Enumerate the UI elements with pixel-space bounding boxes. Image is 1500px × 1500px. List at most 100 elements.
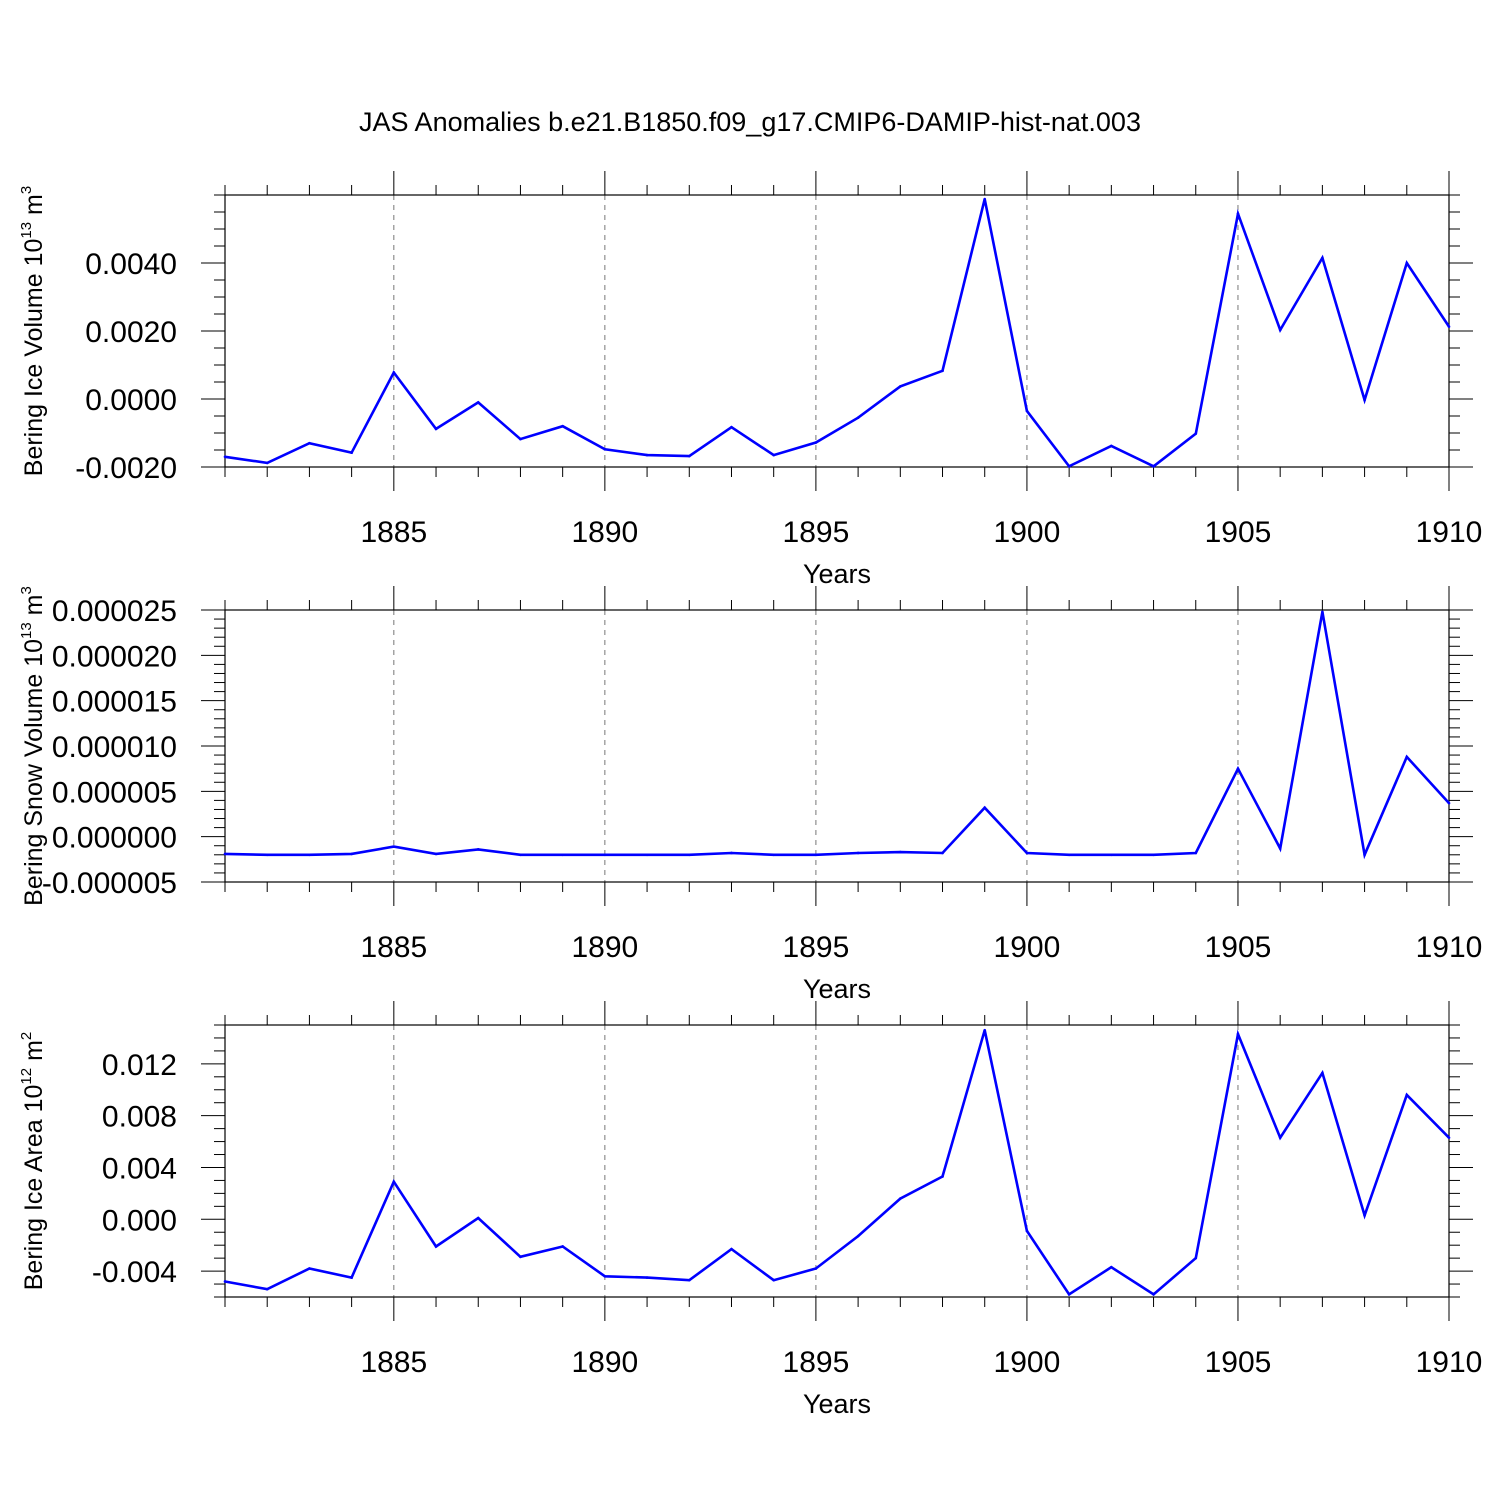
data-point bbox=[687, 1278, 691, 1282]
y-tick-label: -0.000005 bbox=[42, 867, 177, 900]
data-point bbox=[1321, 256, 1324, 260]
data-point bbox=[1152, 1293, 1155, 1296]
data-point bbox=[645, 1276, 649, 1279]
x-tick-label: 1895 bbox=[783, 931, 850, 964]
x-tick-label: 1910 bbox=[1416, 1346, 1483, 1379]
data-point bbox=[561, 853, 564, 857]
panel-1: 1885 1890 1895 1900 1905 1910 -0.0020 0.0000 0.0… bbox=[18, 171, 1482, 589]
y-axis-title-exponent: 13 bbox=[18, 222, 35, 239]
y-axis-title-unit: m bbox=[20, 194, 48, 222]
data-point bbox=[772, 853, 775, 857]
data-point bbox=[1363, 853, 1366, 857]
data-point bbox=[1447, 325, 1451, 328]
data-point bbox=[223, 852, 227, 856]
y-axis-title: Bering Ice Volume 1013 m3 bbox=[18, 186, 48, 476]
data-point bbox=[1278, 328, 1282, 332]
data-point bbox=[1405, 1093, 1409, 1097]
data-point bbox=[941, 851, 944, 855]
data-point bbox=[856, 1234, 860, 1238]
data-point bbox=[476, 848, 480, 851]
y-tick-label: 0.000000 bbox=[52, 822, 177, 855]
x-tick-label: 1905 bbox=[1205, 516, 1272, 549]
data-point bbox=[730, 851, 733, 855]
data-point bbox=[265, 461, 269, 465]
data-point bbox=[603, 448, 607, 451]
data-point bbox=[476, 401, 480, 404]
data-point bbox=[1067, 465, 1071, 468]
y-tick-label: 0.012 bbox=[102, 1049, 177, 1082]
data-point bbox=[814, 853, 818, 857]
y-tick-label: 0.000 bbox=[102, 1204, 177, 1237]
data-point bbox=[1236, 767, 1240, 770]
data-point bbox=[1321, 1071, 1324, 1075]
y-axis-title-unit-exponent: 3 bbox=[18, 586, 35, 594]
y-axis-title-base: Bering Ice Volume 10 bbox=[20, 239, 48, 477]
data-point bbox=[1321, 610, 1324, 614]
y-axis-title-exponent: 12 bbox=[18, 1068, 35, 1085]
y-tick-label: 0.000025 bbox=[52, 595, 177, 628]
x-tick-label: 1900 bbox=[994, 516, 1061, 549]
data-point bbox=[561, 1245, 564, 1248]
data-point bbox=[1067, 853, 1071, 857]
plot-frame bbox=[224, 1024, 1450, 1298]
data-point bbox=[814, 1267, 818, 1270]
x-tick-label: 1895 bbox=[783, 1346, 850, 1379]
y-tick-label: 0.000005 bbox=[52, 776, 177, 809]
x-axis-title: Years bbox=[803, 559, 871, 589]
x-tick-label: 1910 bbox=[1416, 516, 1483, 549]
data-point bbox=[941, 1175, 944, 1178]
data-point bbox=[265, 853, 269, 857]
x-tick-label: 1900 bbox=[994, 931, 1061, 964]
x-tick-label: 1905 bbox=[1205, 1346, 1272, 1379]
x-axis-title: Years bbox=[803, 1389, 871, 1419]
data-point bbox=[265, 1287, 269, 1291]
data-point bbox=[730, 1247, 733, 1251]
panel-2: 1885 1890 1895 1900 1905 1910 -0.000005 0.00000… bbox=[18, 586, 1482, 1004]
data-point bbox=[1025, 851, 1029, 855]
x-tick-label: 1905 bbox=[1205, 931, 1272, 964]
series-line bbox=[224, 1029, 1450, 1297]
x-tick-label: 1890 bbox=[571, 516, 638, 549]
y-tick-label: 0.0000 bbox=[85, 384, 177, 417]
data-point bbox=[899, 385, 902, 388]
data-point bbox=[1405, 261, 1409, 265]
data-point bbox=[1363, 1214, 1366, 1217]
data-point bbox=[308, 853, 311, 857]
x-tick-label: 1885 bbox=[360, 931, 427, 964]
y-axis-title-unit: m bbox=[20, 1040, 48, 1068]
data-point bbox=[899, 850, 902, 854]
data-point bbox=[603, 1274, 607, 1278]
data-point bbox=[772, 453, 775, 457]
data-point bbox=[941, 369, 944, 373]
y-tick-label: -0.0020 bbox=[75, 452, 177, 485]
data-point bbox=[730, 425, 733, 429]
data-point bbox=[1278, 1136, 1282, 1139]
y-axis-title-base: Bering Snow Volume 10 bbox=[20, 639, 48, 906]
data-point bbox=[1447, 1136, 1451, 1139]
x-tick-label: 1910 bbox=[1416, 931, 1483, 964]
data-point bbox=[1278, 847, 1282, 850]
data-point bbox=[1236, 1032, 1240, 1036]
data-point bbox=[1110, 1265, 1113, 1269]
data-point bbox=[814, 441, 818, 444]
data-point bbox=[392, 371, 396, 374]
data-point bbox=[1194, 851, 1198, 855]
y-tick-label: 0.008 bbox=[102, 1101, 177, 1134]
data-point bbox=[392, 1180, 396, 1184]
data-point bbox=[1194, 1256, 1198, 1260]
data-point bbox=[519, 437, 522, 441]
data-point bbox=[1152, 853, 1155, 857]
data-point bbox=[645, 853, 649, 857]
data-point bbox=[687, 454, 691, 458]
y-tick-label: 0.000020 bbox=[52, 640, 177, 673]
data-point bbox=[1236, 212, 1240, 215]
y-axis-title-unit: m bbox=[20, 595, 48, 623]
data-point bbox=[1152, 465, 1155, 468]
x-tick-label: 1895 bbox=[783, 516, 850, 549]
series-line bbox=[224, 611, 1450, 860]
data-point bbox=[983, 197, 987, 201]
data-point bbox=[350, 852, 353, 856]
data-point bbox=[519, 1255, 522, 1259]
x-tick-label: 1885 bbox=[360, 516, 427, 549]
y-axis-title-unit-exponent: 2 bbox=[18, 1032, 35, 1040]
